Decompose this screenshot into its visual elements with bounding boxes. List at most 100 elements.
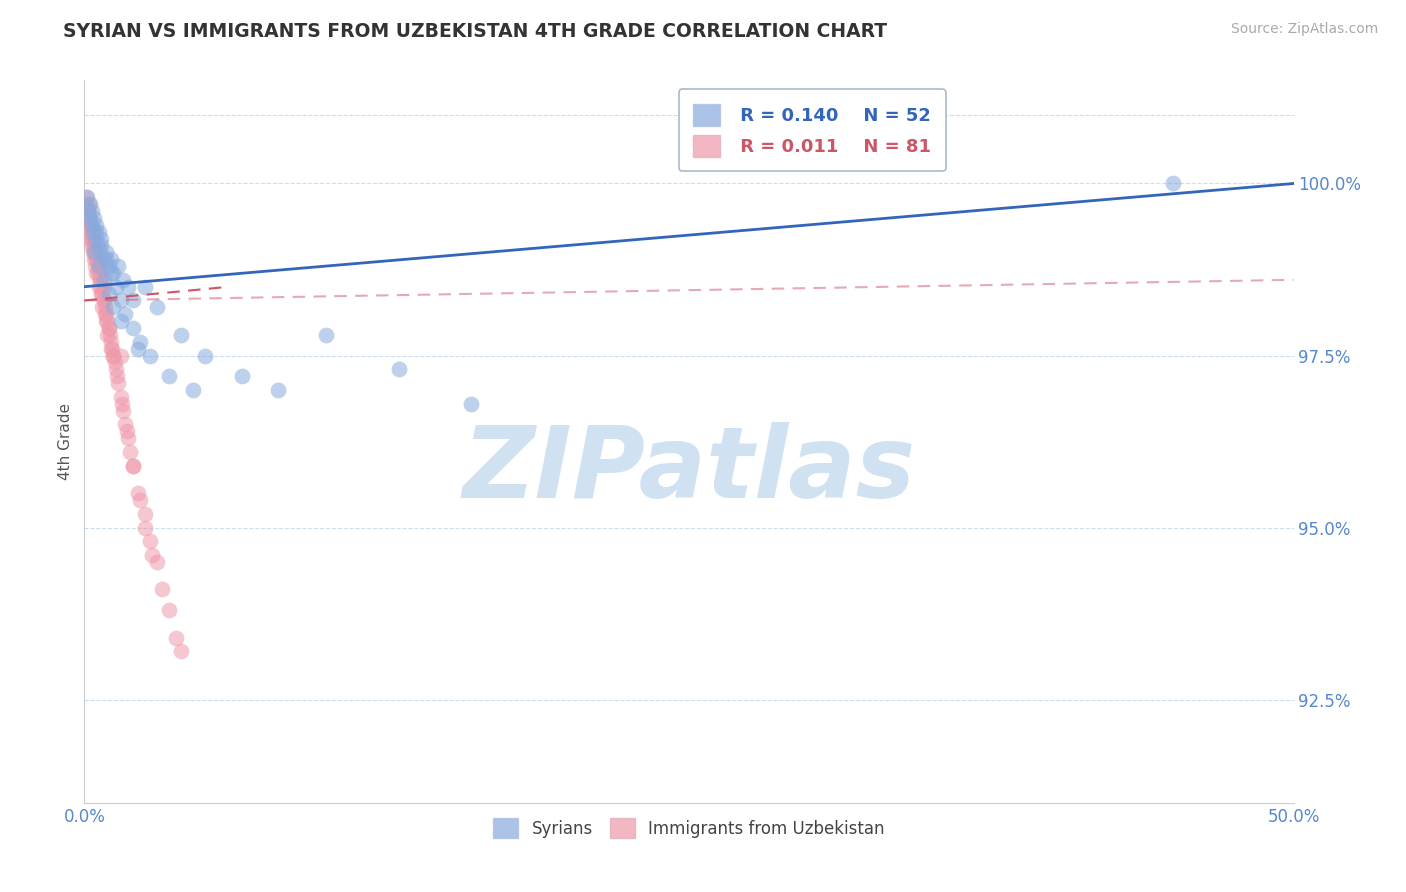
Point <box>77 197 100 211</box>
Point <box>79 218 101 232</box>
Point <box>86 218 108 232</box>
Point <box>94 307 117 321</box>
Point <box>75 190 97 204</box>
Point <box>170 327 193 342</box>
Point <box>103 349 125 363</box>
Point <box>83 259 105 273</box>
Point <box>103 349 125 363</box>
Point <box>134 279 156 293</box>
Point <box>94 245 117 260</box>
Point <box>138 349 160 363</box>
Point <box>107 376 129 390</box>
Point <box>79 218 101 232</box>
Point <box>100 342 122 356</box>
Point <box>80 225 103 239</box>
Point <box>86 252 108 267</box>
Point <box>91 286 114 301</box>
Text: SYRIAN VS IMMIGRANTS FROM UZBEKISTAN 4TH GRADE CORRELATION CHART: SYRIAN VS IMMIGRANTS FROM UZBEKISTAN 4TH… <box>63 22 887 41</box>
Point <box>460 397 482 411</box>
Point <box>93 293 115 308</box>
Point <box>105 369 128 384</box>
Point <box>104 355 127 369</box>
Text: ZIPatlas: ZIPatlas <box>463 422 915 519</box>
Point <box>141 548 163 562</box>
Point <box>84 266 107 280</box>
Point <box>181 383 204 397</box>
Point <box>83 238 105 252</box>
Point <box>100 266 122 280</box>
Point <box>97 259 120 273</box>
Point <box>194 349 217 363</box>
Point <box>114 307 136 321</box>
Point <box>89 273 111 287</box>
Point <box>93 273 115 287</box>
Point <box>87 266 110 280</box>
Point <box>157 369 180 384</box>
Point <box>75 197 97 211</box>
Point <box>121 293 143 308</box>
Point <box>79 231 101 245</box>
Point <box>83 211 105 225</box>
Point <box>146 555 169 569</box>
Point <box>112 273 135 287</box>
Point <box>82 231 104 245</box>
Point <box>84 245 107 260</box>
Y-axis label: 4th Grade: 4th Grade <box>58 403 73 480</box>
Point <box>89 273 111 287</box>
Point <box>91 301 114 315</box>
Point <box>110 293 132 308</box>
Point <box>94 314 117 328</box>
Point <box>82 231 104 245</box>
Point <box>77 211 100 225</box>
Point <box>100 252 122 267</box>
Legend: Syrians, Immigrants from Uzbekistan: Syrians, Immigrants from Uzbekistan <box>486 812 891 845</box>
Point <box>107 259 129 273</box>
Point <box>231 369 253 384</box>
Point <box>86 252 108 267</box>
Point <box>84 231 107 245</box>
Point <box>121 458 143 473</box>
Point <box>86 259 108 273</box>
Point <box>86 266 108 280</box>
Point <box>83 245 105 260</box>
Point <box>90 231 112 245</box>
Point <box>86 238 108 252</box>
Point <box>388 362 411 376</box>
Point <box>89 245 111 260</box>
Point <box>104 279 127 293</box>
Point <box>87 259 110 273</box>
Point <box>104 362 127 376</box>
Point <box>80 238 103 252</box>
Point <box>87 279 110 293</box>
Text: Source: ZipAtlas.com: Source: ZipAtlas.com <box>1230 22 1378 37</box>
Point <box>1161 177 1184 191</box>
Point <box>110 390 132 404</box>
Point <box>121 321 143 335</box>
Point <box>77 211 100 225</box>
Point <box>94 301 117 315</box>
Point <box>76 211 98 225</box>
Point <box>76 204 98 219</box>
Point <box>127 486 149 500</box>
Point <box>129 493 152 508</box>
Point <box>80 218 103 232</box>
Point <box>111 397 134 411</box>
Point <box>98 327 121 342</box>
Point <box>117 431 139 445</box>
Point <box>84 245 107 260</box>
Point <box>80 204 103 219</box>
Point <box>79 197 101 211</box>
Point <box>77 204 100 219</box>
Point <box>77 225 100 239</box>
Point <box>129 334 152 349</box>
Point <box>103 301 125 315</box>
Point <box>170 644 193 658</box>
Point <box>112 403 135 417</box>
Point <box>115 424 138 438</box>
Point <box>315 327 337 342</box>
Point <box>134 520 156 534</box>
Point <box>86 225 108 239</box>
Point <box>146 301 169 315</box>
Point <box>94 307 117 321</box>
Point <box>120 445 142 459</box>
